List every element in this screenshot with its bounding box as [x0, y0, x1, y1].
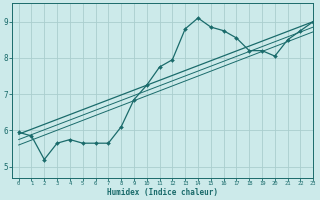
X-axis label: Humidex (Indice chaleur): Humidex (Indice chaleur) — [107, 188, 218, 197]
